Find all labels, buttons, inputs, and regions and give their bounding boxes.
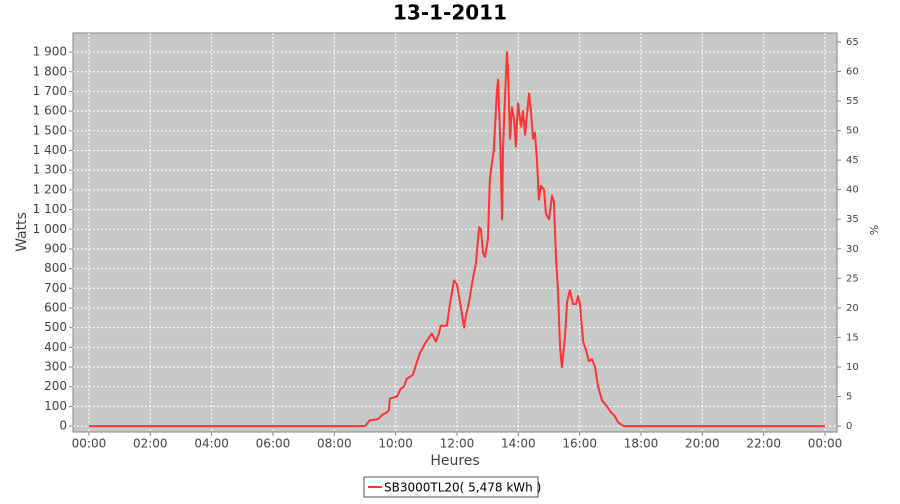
y-axis-label: Watts (14, 212, 30, 252)
y2-tick-label: 25 (846, 273, 859, 284)
x-tick-label: 20:00 (685, 437, 720, 451)
x-tick-label: 14:00 (501, 437, 536, 451)
x-tick-label: 04:00 (194, 437, 229, 451)
y2-tick-label: 0 (846, 421, 852, 432)
legend (363, 476, 539, 498)
x-tick-label: 22:00 (746, 437, 781, 451)
y-tick-label: 1 100 (33, 202, 67, 216)
y2-tick-label: 65 (846, 37, 859, 48)
x-tick-label: 06:00 (256, 437, 291, 451)
y2-tick-label: 55 (846, 96, 859, 107)
y2-tick-label: 40 (846, 185, 859, 196)
y2-tick-label: 10 (846, 362, 859, 373)
y2-axis-label: % (867, 225, 880, 235)
y-tick-label: 1 800 (33, 64, 67, 78)
y2-tick-label: 50 (846, 126, 859, 137)
y-tick-label: 0 (59, 419, 67, 433)
x-axis-label: Heures (430, 453, 479, 469)
plot-area (72, 32, 838, 433)
y-tick-label: 100 (44, 399, 67, 413)
y-tick-label: 1 700 (33, 84, 67, 98)
y-tick-label: 700 (44, 281, 67, 295)
y-tick-label: 400 (44, 340, 67, 354)
x-tick-label: 12:00 (440, 437, 475, 451)
x-tick-label: 02:00 (133, 437, 168, 451)
x-tick-label: 00:00 (72, 437, 107, 451)
x-tick-label: 00:00 (808, 437, 843, 451)
y-tick-label: 200 (44, 379, 67, 393)
legend-label: SB3000TL20( 5,478 kWh ) (384, 481, 541, 495)
y-tick-label: 1 400 (33, 143, 67, 157)
y-tick-label: 500 (44, 320, 67, 334)
y2-tick-label: 45 (846, 155, 859, 166)
line-series (88, 51, 826, 428)
chart-title: 13-1-2011 (393, 1, 507, 25)
x-tick-label: 18:00 (624, 437, 659, 451)
y-tick-label: 1 200 (33, 182, 67, 196)
x-tick-label: 16:00 (562, 437, 597, 451)
y2-tick-label: 5 (846, 392, 852, 403)
y-tick-label: 600 (44, 300, 67, 314)
y-tick-label: 1 600 (33, 104, 67, 118)
x-tick-label: 08:00 (317, 437, 352, 451)
y-tick-label: 800 (44, 261, 67, 275)
y-tick-label: 300 (44, 360, 67, 374)
y2-tick-label: 60 (846, 66, 859, 77)
y2-tick-label: 30 (846, 244, 859, 255)
y2-tick-label: 35 (846, 214, 859, 225)
y2-tick-label: 20 (846, 303, 859, 314)
y-tick-label: 1 000 (33, 222, 67, 236)
y2-tick-label: 15 (846, 332, 859, 343)
y-tick-label: 1 300 (33, 163, 67, 177)
y-tick-label: 900 (44, 241, 67, 255)
y-tick-label: 1 500 (33, 123, 67, 137)
x-tick-label: 10:00 (378, 437, 413, 451)
y-tick-label: 1 900 (33, 45, 67, 59)
